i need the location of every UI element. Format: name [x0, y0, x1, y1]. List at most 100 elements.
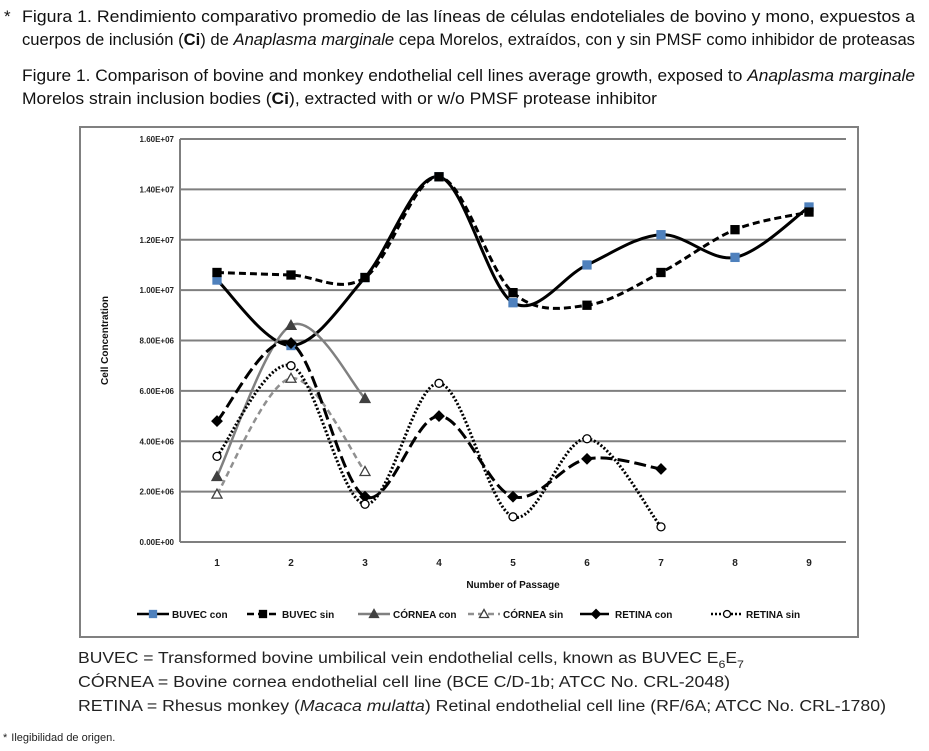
- legend-marker: [722, 609, 732, 619]
- legend-marker: [258, 609, 268, 619]
- text: Morelos strain inclusion bodies (: [22, 89, 272, 108]
- text: Ci: [184, 30, 201, 49]
- marker: [655, 463, 667, 475]
- marker: [210, 487, 224, 499]
- x-tick-label: 7: [658, 558, 664, 569]
- text: Ilegibilidad de origen.: [11, 732, 115, 744]
- marker: [508, 298, 518, 308]
- marker: [358, 465, 372, 477]
- y-tick-label: 6.00E+06: [140, 387, 175, 396]
- legend-label: RETINA sin: [746, 610, 800, 621]
- series-line: [215, 175, 810, 348]
- y-tick-label: 2.00E+06: [140, 488, 175, 497]
- text: CÓRNEA = Bovine cornea endothelial cell …: [78, 674, 730, 691]
- y-tick-label: 8.00E+06: [140, 337, 175, 346]
- text: ) de: [200, 30, 233, 49]
- chart: 0.00E+00 2.00E+06 4.00E+06 6.00E+06 8.00E+06…: [100, 135, 846, 621]
- legend-marker: [590, 608, 602, 620]
- text: 7: [737, 659, 744, 671]
- text: cepa Morelos, extraídos, con y sin PMSF …: [394, 30, 915, 49]
- marker: [285, 337, 297, 349]
- x-tick-label: 8: [732, 558, 738, 569]
- legend-marker: [368, 608, 380, 619]
- legend-label: RETINA con: [615, 610, 672, 621]
- footer-line: RETINA = Rhesus monkey (Macaca mulatta) …: [78, 698, 886, 715]
- y-tick-label: 1.60E+07: [140, 135, 175, 144]
- marker: [358, 392, 372, 404]
- marker: [582, 434, 592, 444]
- marker: [804, 207, 814, 217]
- marker: [212, 267, 222, 278]
- y-axis-label: Cell Concentration: [100, 296, 111, 385]
- marker: [656, 230, 666, 240]
- footer-line: CÓRNEA = Bovine cornea endothelial cell …: [78, 674, 730, 691]
- y-tick-label: 1.20E+07: [140, 236, 175, 245]
- marker: [360, 272, 370, 283]
- footer-line: BUVEC = Transformed bovine umbilical vei…: [78, 650, 744, 671]
- marker: [508, 287, 518, 298]
- text: *: [3, 732, 8, 744]
- y-tick-label: 1.40E+07: [140, 185, 175, 194]
- marker: [284, 371, 298, 383]
- marker: [582, 300, 592, 310]
- marker: [582, 260, 592, 270]
- text: E: [725, 650, 737, 667]
- text: Anaplasma marginale: [746, 66, 915, 85]
- caption-es: Figura 1. Rendimiento comparativo promed…: [22, 7, 916, 26]
- text: Ci: [272, 89, 289, 108]
- x-tick-label: 1: [214, 558, 220, 569]
- legend-marker: [148, 609, 158, 619]
- marker: [581, 452, 593, 465]
- text: 6: [718, 659, 725, 671]
- text: Figura 1. Rendimiento comparativo promed…: [22, 7, 916, 26]
- x-tick-label: 3: [362, 558, 368, 569]
- footnote-marker: *: [4, 7, 11, 26]
- marker: [433, 410, 445, 422]
- legend-label: CÓRNEA con: [393, 608, 457, 621]
- marker: [360, 499, 370, 509]
- x-axis-label: Number of Passage: [466, 580, 560, 591]
- text: cuerpos de inclusión (: [22, 30, 184, 49]
- legend-label: CÓRNEA sin: [503, 608, 563, 621]
- text: Anaplasma marginale: [233, 30, 395, 49]
- caption-es: cuerpos de inclusión (Ci) de Anaplasma m…: [22, 30, 915, 49]
- text: ) Retinal endothelial cell line (RF/6A; …: [425, 698, 886, 715]
- legend-marker: [478, 608, 490, 619]
- marker: [284, 319, 298, 331]
- y-tick-label: 1.00E+07: [140, 286, 175, 295]
- x-tick-label: 5: [510, 558, 516, 569]
- x-tick-label: 9: [806, 558, 812, 569]
- text: ), extracted with or w/o PMSF protease i…: [289, 89, 657, 108]
- marker: [286, 361, 296, 371]
- marker: [210, 470, 224, 482]
- chart-frame: [79, 126, 859, 638]
- caption-en: Figure 1. Comparison of bovine and monke…: [22, 66, 915, 85]
- text: RETINA = Rhesus monkey (: [78, 698, 301, 715]
- caption-en: Morelos strain inclusion bodies (Ci), ex…: [22, 89, 657, 108]
- legend-label: BUVEC sin: [282, 610, 334, 621]
- marker: [507, 490, 519, 503]
- y-tick-label: 0.00E+00: [140, 538, 175, 547]
- x-tick-label: 6: [584, 558, 590, 569]
- marker: [434, 378, 444, 388]
- note: * Ilegibilidad de origen.: [3, 732, 115, 744]
- text: Macaca mulatta: [300, 698, 425, 715]
- marker: [730, 225, 740, 235]
- marker: [730, 252, 740, 263]
- marker: [211, 415, 223, 428]
- text: BUVEC = Transformed bovine umbilical vei…: [78, 650, 718, 667]
- text: Figure 1. Comparison of bovine and monke…: [22, 66, 747, 85]
- y-tick-label: 4.00E+06: [140, 437, 175, 446]
- x-tick-label: 4: [436, 558, 442, 569]
- marker: [434, 172, 444, 182]
- marker: [656, 522, 666, 532]
- marker: [656, 267, 666, 278]
- marker: [508, 512, 518, 522]
- series-line: [216, 175, 810, 310]
- marker: [212, 451, 222, 462]
- legend-label: BUVEC con: [172, 610, 228, 621]
- marker: [286, 270, 296, 280]
- x-tick-label: 2: [288, 558, 294, 569]
- marker: [212, 275, 222, 285]
